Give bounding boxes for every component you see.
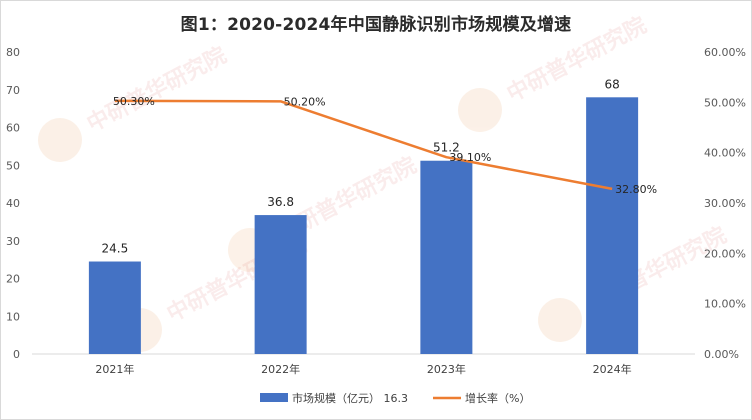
legend-swatch-bar [260, 393, 288, 402]
growth-line [114, 99, 613, 191]
x-tick-label: 2021年 [95, 362, 134, 376]
bar [88, 261, 141, 354]
watermark-text: 中研普华研究院 [83, 42, 231, 137]
bar [254, 215, 307, 354]
x-tick-label: 2024年 [593, 362, 632, 376]
growth-line-series [114, 99, 613, 191]
y-left-tick-label: 70 [6, 84, 20, 97]
growth-value-label: 39.10% [449, 151, 491, 164]
bar-value-label: 51.2 [433, 141, 460, 155]
watermark-circle [38, 118, 82, 162]
legend-label-line: 增长率（%） [465, 391, 530, 405]
watermark-circle [538, 298, 582, 342]
growth-value-label: 32.80% [615, 183, 657, 196]
y-left-tick-label: 50 [6, 159, 20, 172]
y-left-tick-label: 30 [6, 235, 20, 248]
y-right-tick-label: 10.00% [704, 298, 746, 311]
y-right-tick-label: 30.00% [704, 197, 746, 210]
watermark-circle [458, 88, 502, 132]
bar-value-label: 36.8 [267, 195, 294, 209]
y-left-tick-label: 0 [13, 348, 20, 361]
growth-value-label: 50.20% [284, 95, 326, 108]
bar-value-labels: 24.5 36.8 51.2 68 [102, 77, 620, 255]
y-left-tick-label: 80 [6, 46, 20, 59]
left-axis: 0 10 20 30 40 50 60 70 80 [6, 46, 20, 361]
watermark-stamp: 中研普华研究院 [228, 152, 421, 272]
right-axis: 0.00% 10.00% 20.00% 30.00% 40.00% 50.00% 60.00… [704, 46, 746, 361]
y-left-tick-label: 40 [6, 197, 20, 210]
growth-value-label: 50.30% [113, 95, 155, 108]
y-right-tick-label: 0.00% [704, 348, 739, 361]
x-tick-label: 2022年 [261, 362, 300, 376]
y-left-tick-label: 60 [6, 122, 20, 135]
bar-value-label: 68 [604, 77, 619, 91]
x-axis-ticks: 2021年 2022年 2023年 2024年 [95, 362, 631, 376]
y-right-tick-label: 60.00% [704, 46, 746, 59]
y-left-tick-label: 20 [6, 273, 20, 286]
y-right-tick-label: 20.00% [704, 247, 746, 260]
bar-series [88, 97, 639, 355]
bar [586, 97, 639, 355]
chart-title: 图1：2020-2024年中国静脉识别市场规模及增速 [180, 15, 572, 35]
bar [420, 160, 473, 354]
y-right-tick-label: 50.00% [704, 96, 746, 109]
watermark-text: 中研普华研究院 [503, 12, 651, 107]
y-left-tick-label: 10 [6, 310, 20, 323]
growth-value-labels: 50.30% 50.20% 39.10% 32.80% [113, 95, 657, 196]
bar-value-label: 24.5 [102, 242, 129, 256]
y-right-tick-label: 40.00% [704, 147, 746, 160]
legend: 市场规模（亿元） 16.3 增长率（%） [260, 391, 530, 405]
legend-label-bar: 市场规模（亿元） 16.3 [292, 391, 408, 405]
x-tick-label: 2023年 [427, 362, 466, 376]
